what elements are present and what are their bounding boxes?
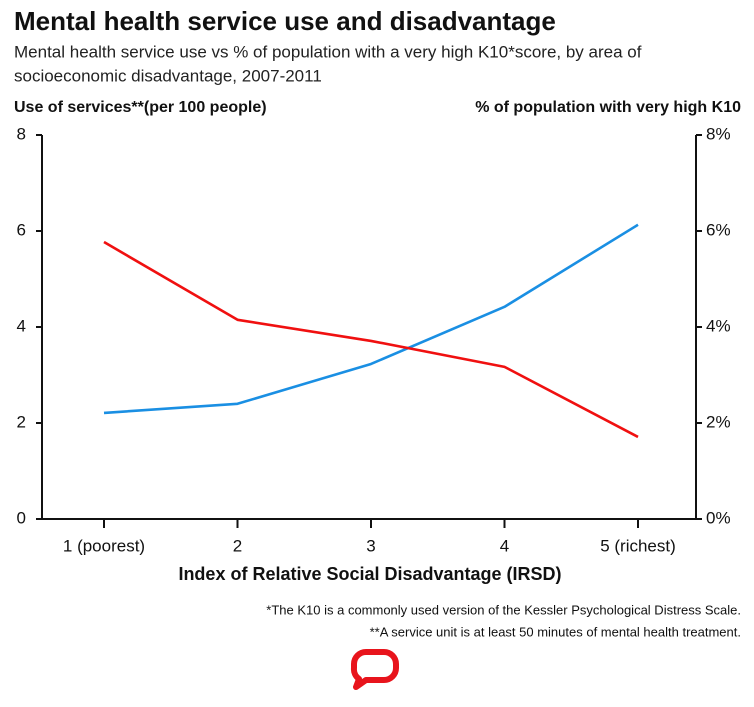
y2-tick-label: 4% [706,316,731,335]
y2-axis-label: % of population with very high K10 [475,99,741,116]
footnote: **A service unit is at least 50 minutes … [370,624,741,639]
x-tick-label: 1 (poorest) [63,536,145,555]
series-line [103,223,639,415]
x-axis-label: Index of Relative Social Disadvantage (I… [178,564,561,584]
y2-tick-label: 2% [706,412,731,431]
y2-tick-label: 6% [706,220,731,239]
y-tick-label: 0 [17,508,26,527]
chart-title: Mental health service use and disadvanta… [14,6,556,36]
y-tick-label: 8 [17,124,26,143]
y-tick-label: 6 [17,220,26,239]
footnote: *The K10 is a commonly used version of t… [266,602,741,617]
y-axis-label: Use of services**(per 100 people) [14,99,267,116]
y-tick-label: 4 [17,316,26,335]
chart-subtitle: socioeconomic disadvantage, 2007-2011 [14,66,322,85]
y2-tick-label: 0% [706,508,731,527]
x-tick-label: 3 [366,536,375,555]
logo-bubble [350,649,399,690]
y2-tick-label: 8% [706,124,731,143]
x-tick-label: 5 (richest) [600,536,676,555]
chart-subtitle: Mental health service use vs % of popula… [14,42,642,61]
x-tick-label: 4 [500,536,509,555]
series-line [103,240,639,439]
x-tick-label: 2 [233,536,242,555]
y-tick-label: 2 [17,412,26,431]
logo [350,649,399,690]
